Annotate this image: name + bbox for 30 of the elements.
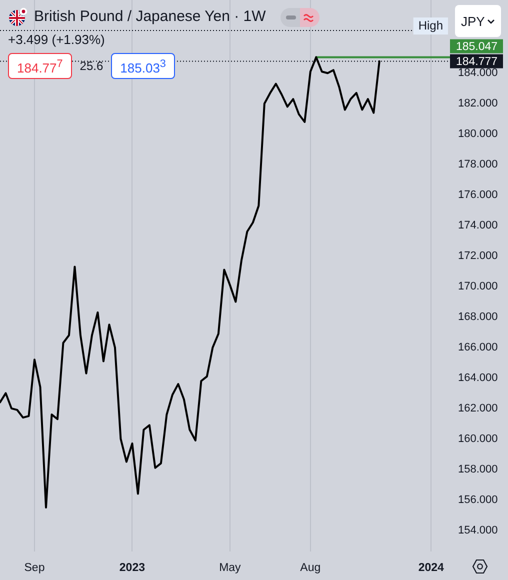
y-tick-label: 162.000: [458, 402, 498, 414]
x-tick-label: 2024: [418, 562, 445, 574]
text: +3.499 (+1.93%): [8, 32, 105, 48]
y-tick-label: 166.000: [458, 342, 498, 354]
data-label: 185.047: [456, 40, 498, 53]
y-tick-label: 160.000: [458, 432, 498, 445]
x-tick-label: Aug: [300, 562, 321, 574]
y-tick-label: 180.000: [458, 128, 498, 140]
y-tick-label: 156.000: [458, 494, 498, 506]
y-tick-label: 176.000: [458, 189, 498, 202]
annotation: 185.03$^{3}$: [111, 53, 175, 80]
annotation: 25.6: [78, 58, 104, 75]
y-tick-label: 178.000: [458, 158, 498, 171]
y-tick-label: 154.000: [458, 524, 498, 536]
y-tick-label: 174.000: [458, 220, 498, 232]
x-tick-label: 2023: [119, 562, 146, 574]
y-tick-label: 168.000: [458, 311, 498, 324]
y-axis-title: JPY: [461, 14, 485, 28]
ref-line-label: High: [418, 18, 444, 32]
x-tick-label: Sep: [24, 562, 45, 574]
annotation: 184.77$^{7}$: [8, 53, 72, 80]
x-tick-label: May: [219, 562, 242, 574]
ref-line-label: 184.777: [456, 56, 498, 68]
y-tick-label: 184.000: [458, 67, 498, 80]
y-tick-label: 172.000: [458, 250, 498, 262]
y-tick-label: 164.000: [458, 372, 498, 384]
y-tick-label: 182.000: [458, 98, 498, 110]
text: British Pound / Japanese Yen · 1W: [34, 7, 266, 27]
y-tick-label: 158.000: [458, 463, 498, 476]
y-tick-label: 170.000: [458, 280, 498, 293]
